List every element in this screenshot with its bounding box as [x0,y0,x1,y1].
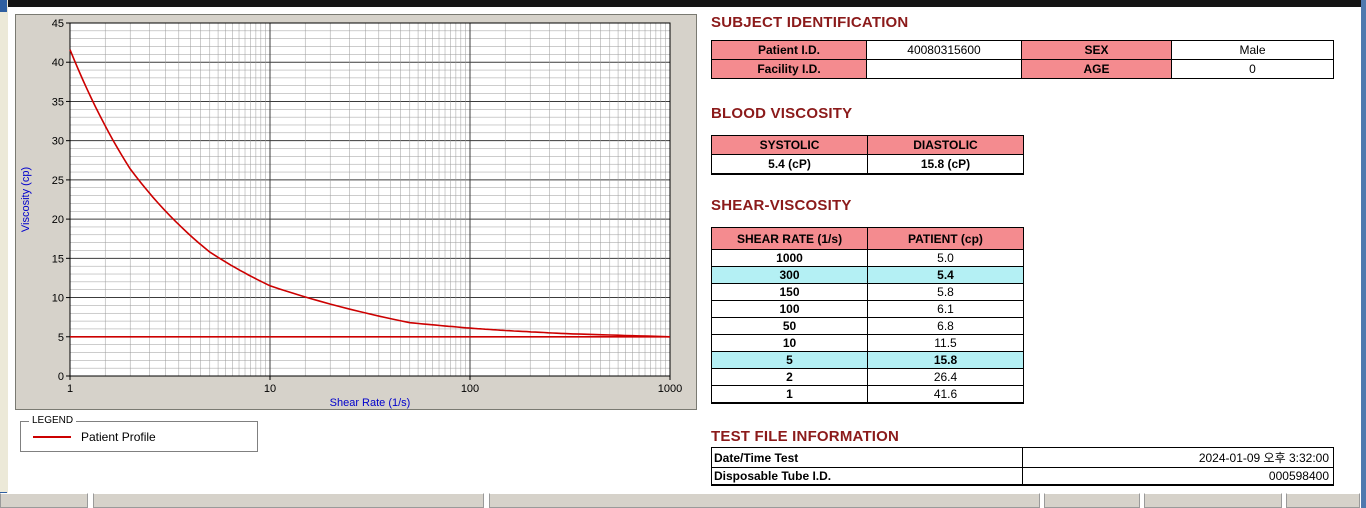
patient-cp-cell: 5.0 [867,249,1024,267]
svg-text:1: 1 [67,383,73,395]
patient-cp-cell: 5.4 [867,266,1024,284]
patient-cp-cell: 11.5 [867,334,1024,352]
svg-text:15: 15 [52,253,64,265]
shear-rate-cell: 150 [711,283,868,301]
shear-row: 50 6.8 [711,317,1024,335]
systolic-header: SYSTOLIC [711,135,868,155]
subject-identification-table: Patient I.D. 40080315600 SEX Male Facili… [711,40,1334,79]
diastolic-value: 15.8 (cP) [867,154,1024,174]
svg-text:Shear Rate (1/s): Shear Rate (1/s) [330,397,411,409]
shear-rate-cell: 2 [711,368,868,386]
shear-rate-cell: 300 [711,266,868,284]
right-window-edge [1361,0,1366,508]
shear-rate-cell: 100 [711,300,868,318]
subject-identification-heading: SUBJECT IDENTIFICATION [711,14,909,31]
shear-row: 1 41.6 [711,385,1024,404]
svg-text:5: 5 [58,332,64,344]
date-time-test-label: Date/Time Test [711,447,1023,468]
patient-cp-cell: 6.1 [867,300,1024,318]
table-row: Facility I.D. AGE 0 [711,59,1334,79]
shear-rate-cell: 10 [711,334,868,352]
legend-title: LEGEND [29,415,77,426]
svg-text:1000: 1000 [658,383,682,395]
patient-cp-cell: 6.8 [867,317,1024,335]
age-label: AGE [1021,59,1172,79]
test-file-information-table: Date/Time Test 2024-01-09 오후 3:32:00 Dis… [711,447,1334,486]
date-time-test-value: 2024-01-09 오후 3:32:00 [1022,447,1334,468]
diastolic-header: DIASTOLIC [867,135,1024,155]
left-window-edge-top [0,0,7,12]
cutoff-button[interactable] [93,493,484,508]
facility-id-value [866,59,1022,79]
svg-text:10: 10 [264,383,276,395]
svg-text:20: 20 [52,214,64,226]
table-row: 5.4 (cP) 15.8 (cP) [711,154,1024,174]
systolic-value: 5.4 (cP) [711,154,868,174]
shear-viscosity-table: SHEAR RATE (1/s) PATIENT (cp) 1000 5.0 300… [711,227,1024,404]
cutoff-button[interactable] [1286,493,1360,508]
table-row: Patient I.D. 40080315600 SEX Male [711,40,1334,60]
svg-text:30: 30 [52,136,64,148]
patient-profile-line-icon [33,435,71,438]
cutoff-button[interactable] [1144,493,1282,508]
svg-text:40: 40 [52,57,64,69]
svg-text:35: 35 [52,96,64,108]
table-header-row: SHEAR RATE (1/s) PATIENT (cp) [711,227,1024,250]
shear-row: 300 5.4 [711,266,1024,284]
shear-row: 2 26.4 [711,368,1024,386]
shear-rate-cell: 50 [711,317,868,335]
shear-row: 100 6.1 [711,300,1024,318]
table-row: SYSTOLIC DIASTOLIC [711,135,1024,155]
sex-value: Male [1171,40,1334,60]
shear-row: 150 5.8 [711,283,1024,301]
legend-box: LEGEND Patient Profile [20,415,258,452]
shear-table-body: 1000 5.0 300 5.4 150 5.8 100 6.1 50 6.8 10 11.5 5 15.… [711,249,1024,404]
disposable-tube-id-label: Disposable Tube I.D. [711,467,1023,486]
patient-id-label: Patient I.D. [711,40,867,60]
disposable-tube-id-value: 000598400 [1022,467,1334,486]
shear-rate-cell: 1 [711,385,868,404]
cutoff-button[interactable] [1044,493,1140,508]
patient-cp-cell: 26.4 [867,368,1024,386]
svg-text:100: 100 [461,383,479,395]
test-file-information-heading: TEST FILE INFORMATION [711,428,900,445]
top-window-edge [8,0,1366,7]
shear-row: 10 11.5 [711,334,1024,352]
age-value: 0 [1171,59,1334,79]
shear-rate-cell: 1000 [711,249,868,267]
patient-id-value: 40080315600 [866,40,1022,60]
shear-viscosity-heading: SHEAR-VISCOSITY [711,197,852,214]
shear-row: 5 15.8 [711,351,1024,369]
legend-entry-label: Patient Profile [81,429,156,444]
sex-label: SEX [1021,40,1172,60]
table-row: Disposable Tube I.D. 000598400 [711,467,1334,486]
shear-rate-header: SHEAR RATE (1/s) [711,227,868,250]
patient-cp-cell: 41.6 [867,385,1024,404]
patient-cp-cell: 5.8 [867,283,1024,301]
viscosity-chart-panel: 0 5 10 15 20 25 30 35 40 45 1 10 100 1000 Shear Rate (… [15,14,697,410]
cutoff-button[interactable] [489,493,1040,508]
svg-text:25: 25 [52,175,64,187]
patient-cp-cell: 15.8 [867,351,1024,369]
results-panel: SUBJECT IDENTIFICATION Patient I.D. 4008… [711,0,1335,508]
svg-text:0: 0 [58,371,64,383]
blood-viscosity-heading: BLOOD VISCOSITY [711,105,853,122]
svg-text:45: 45 [52,18,64,30]
shear-rate-cell: 5 [711,351,868,369]
shear-row: 1000 5.0 [711,249,1024,267]
facility-id-label: Facility I.D. [711,59,867,79]
viscosity-chart: 0 5 10 15 20 25 30 35 40 45 1 10 100 1000 Shear Rate (… [20,18,682,409]
table-row: Date/Time Test 2024-01-09 오후 3:32:00 [711,447,1334,468]
cutoff-button[interactable] [0,493,88,508]
svg-text:Viscosity (cp): Viscosity (cp) [20,167,32,232]
svg-text:10: 10 [52,293,64,305]
patient-cp-header: PATIENT (cp) [867,227,1024,250]
blood-viscosity-table: SYSTOLIC DIASTOLIC 5.4 (cP) 15.8 (cP) [711,135,1024,175]
